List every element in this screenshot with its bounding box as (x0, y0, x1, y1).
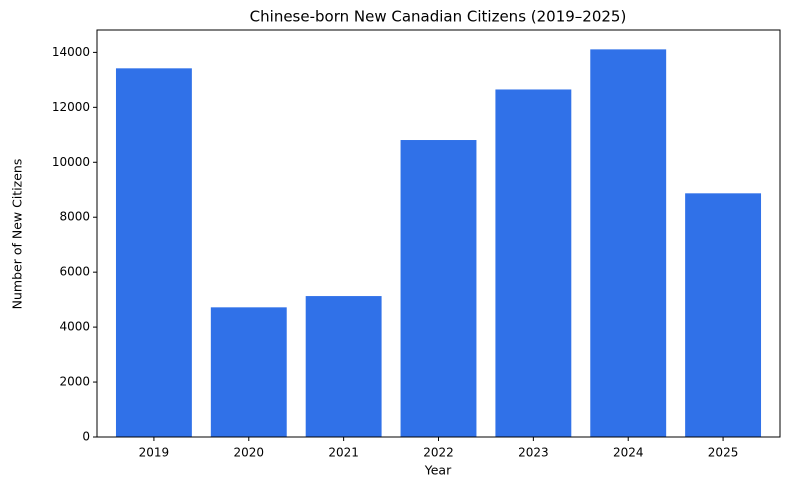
x-tick-label: 2025 (708, 446, 739, 460)
x-tick-label: 2024 (613, 446, 644, 460)
bar (495, 89, 572, 437)
bar (590, 49, 667, 438)
y-tick-label: 2000 (59, 375, 90, 389)
bar (210, 307, 287, 437)
bar (305, 296, 382, 437)
x-tick-label: 2023 (518, 446, 549, 460)
x-axis-label: Year (424, 463, 452, 478)
x-tick-label: 2021 (328, 446, 359, 460)
x-tick-label: 2019 (139, 446, 170, 460)
bar (685, 193, 762, 437)
plot-frame (96, 29, 781, 438)
y-tick-label: 6000 (59, 265, 90, 279)
y-tick-label: 8000 (59, 210, 90, 224)
bar (400, 140, 477, 437)
x-tick-label: 2020 (234, 446, 265, 460)
x-tick-label: 2022 (423, 446, 454, 460)
y-tick-label: 12000 (52, 100, 90, 114)
y-tick-label: 4000 (59, 320, 90, 334)
y-axis-label: Number of New Citizens (10, 159, 25, 310)
y-tick-label: 10000 (52, 155, 90, 169)
chart-title: Chinese-born New Canadian Citizens (2019… (250, 8, 627, 26)
bar (115, 68, 192, 437)
y-tick-label: 14000 (52, 45, 90, 59)
y-tick-label: 0 (82, 430, 90, 444)
